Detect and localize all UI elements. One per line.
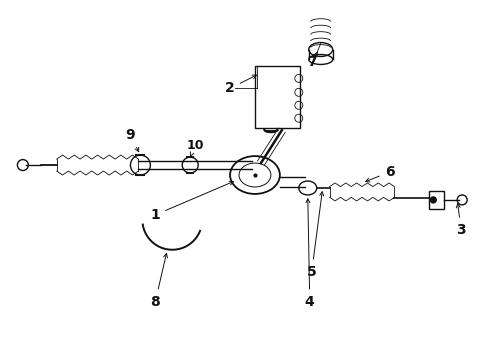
Text: 5: 5 xyxy=(307,192,323,279)
Text: 8: 8 xyxy=(150,253,168,309)
Bar xyxy=(255,67,300,128)
Text: 2: 2 xyxy=(225,75,256,95)
Text: 10: 10 xyxy=(186,139,204,157)
Text: 1: 1 xyxy=(150,181,233,222)
Text: 4: 4 xyxy=(305,199,315,309)
Circle shape xyxy=(430,197,436,203)
Bar xyxy=(429,191,444,209)
Text: 6: 6 xyxy=(366,165,394,182)
Text: 3: 3 xyxy=(456,204,466,237)
Text: 7: 7 xyxy=(307,52,317,69)
Text: 9: 9 xyxy=(125,128,139,152)
